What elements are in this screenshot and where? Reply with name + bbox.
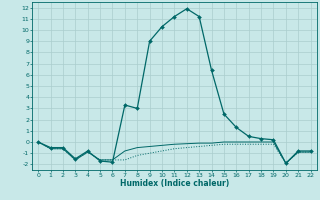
- X-axis label: Humidex (Indice chaleur): Humidex (Indice chaleur): [120, 179, 229, 188]
